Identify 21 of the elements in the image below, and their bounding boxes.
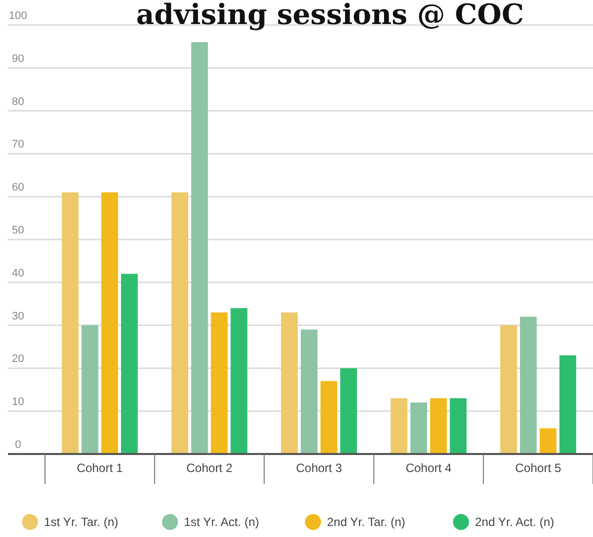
y-tick-label: 0	[14, 439, 22, 451]
x-tick-label: Cohort 4	[406, 461, 452, 475]
x-tick-label: Cohort 1	[76, 461, 124, 475]
y-tick-label: 100	[8, 10, 28, 22]
y-tick-label: 10	[12, 396, 24, 408]
y-tick-label: 50	[12, 224, 24, 236]
x-tick-label: Cohort 2	[186, 461, 233, 475]
legend-label: 1st Yr. Act. (n)	[184, 515, 260, 529]
y-tick-label: 30	[12, 310, 24, 322]
y-tick-label: 70	[12, 138, 24, 151]
y-tick-label: 90	[12, 52, 24, 65]
legend-label: 2nd Yr. Act. (n)	[475, 515, 554, 529]
y-tick-label: 20	[12, 353, 24, 366]
x-tick-label: Cohort 3	[296, 461, 342, 475]
legend-label: 2nd Yr. Tar. (n)	[327, 515, 406, 529]
x-tick-label: Cohort 5	[515, 461, 562, 475]
y-tick-label: 80	[12, 96, 24, 108]
chart-title: advising sessions @ COC	[136, 0, 524, 31]
y-tick-label: 40	[12, 267, 24, 280]
legend-label: 1st Yr. Tar. (n)	[44, 515, 118, 529]
y-tick-label: 60	[12, 182, 24, 194]
